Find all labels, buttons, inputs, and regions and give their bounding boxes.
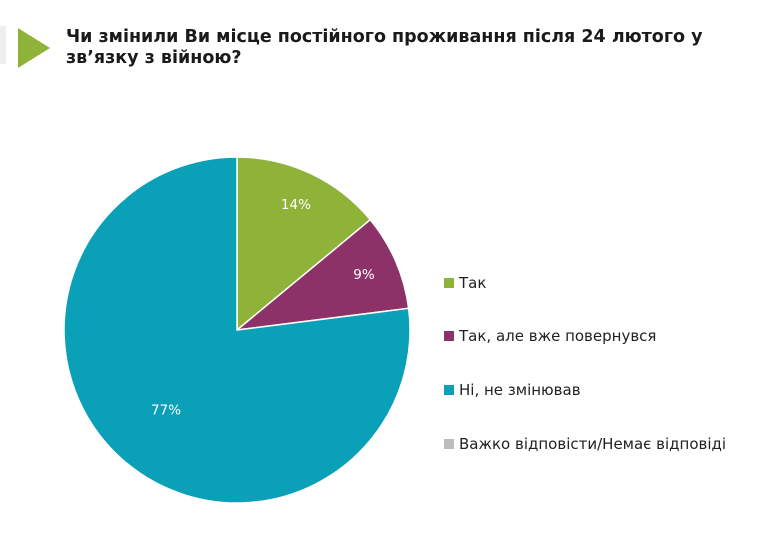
legend-item-3: Ні, не змінював: [444, 381, 581, 399]
chart-title: Чи змінили Ви місце постійного проживанн…: [66, 27, 703, 68]
legend-swatch-1: [444, 278, 454, 288]
pie-slice-1: [236, 156, 372, 332]
data-label-3: 77%: [151, 402, 181, 418]
legend-label-3: Ні, не змінював: [459, 381, 581, 399]
legend-label-2: Так, але вже повернувся: [459, 327, 657, 345]
data-label-1: 14%: [281, 197, 311, 213]
legend-label-1: Так: [459, 274, 487, 292]
pie-slice-2: [234, 218, 410, 332]
legend-item-4: Важко відповісти/Немає відповіді: [444, 435, 726, 453]
pie-slice-3: [63, 156, 411, 504]
legend-swatch-4: [444, 439, 454, 449]
chart-legend: Так Так, але вже повернувся Ні, не змінюва…: [444, 0, 774, 554]
legend-swatch-3: [444, 385, 454, 395]
legend-item-2: Так, але вже повернувся: [444, 327, 656, 345]
legend-swatch-2: [444, 331, 454, 341]
play-triangle-icon: [18, 28, 50, 68]
header-tab-decoration: [0, 26, 6, 64]
header: [0, 0, 774, 96]
legend-label-4: Важко відповісти/Немає відповіді: [459, 435, 727, 453]
legend-item-1: Так: [444, 274, 486, 292]
data-label-2: 9%: [353, 267, 375, 283]
